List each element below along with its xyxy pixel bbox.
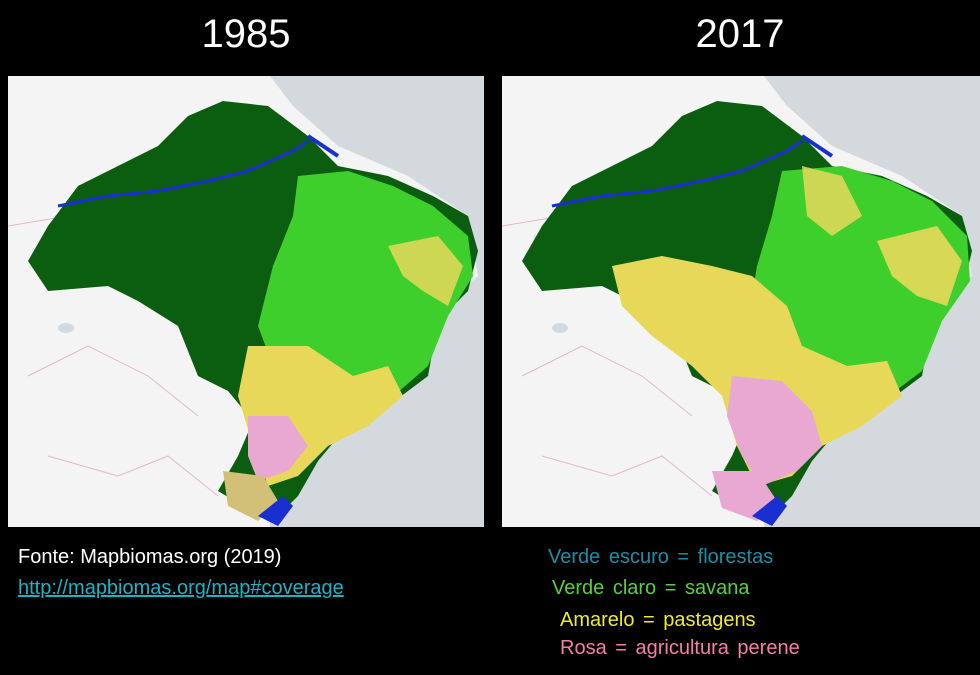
source-label: Fonte: Mapbiomas.org (2019) xyxy=(18,546,282,568)
amazon-river xyxy=(551,139,803,208)
lagoon-south xyxy=(258,496,293,526)
pampa-region xyxy=(223,471,278,521)
legend-item-pasture: Amarelo = pastagens xyxy=(560,609,756,631)
river-mouth xyxy=(306,134,340,158)
amazon-river xyxy=(57,139,309,208)
map-panel-2017 xyxy=(502,76,980,527)
agriculture-region-center xyxy=(727,376,822,486)
map-title-2017: 2017 xyxy=(695,12,785,56)
lake-titicaca xyxy=(58,323,74,333)
pasture-region-center xyxy=(612,256,902,486)
legend-item-savanna: Verde claro = savana xyxy=(552,577,750,599)
pasture-region-northeast xyxy=(877,226,962,306)
legend-item-agriculture: Rosa = agricultura perene xyxy=(560,637,800,659)
lagoon-south xyxy=(752,496,787,526)
source-link[interactable]: http://mapbiomas.org/map#coverage xyxy=(18,577,344,599)
river-mouth xyxy=(800,134,834,158)
agriculture-region-south xyxy=(248,416,308,481)
lake-titicaca xyxy=(552,323,568,333)
brazil-map-1985 xyxy=(8,76,484,527)
map-panel-1985 xyxy=(8,76,484,527)
pasture-region-northeast xyxy=(388,236,463,306)
pasture-region-north xyxy=(802,166,862,236)
legend-item-forest: Verde escuro = florestas xyxy=(548,546,774,568)
map-title-1985: 1985 xyxy=(201,12,291,56)
agriculture-region-south xyxy=(712,471,777,521)
brazil-map-2017 xyxy=(502,76,980,527)
